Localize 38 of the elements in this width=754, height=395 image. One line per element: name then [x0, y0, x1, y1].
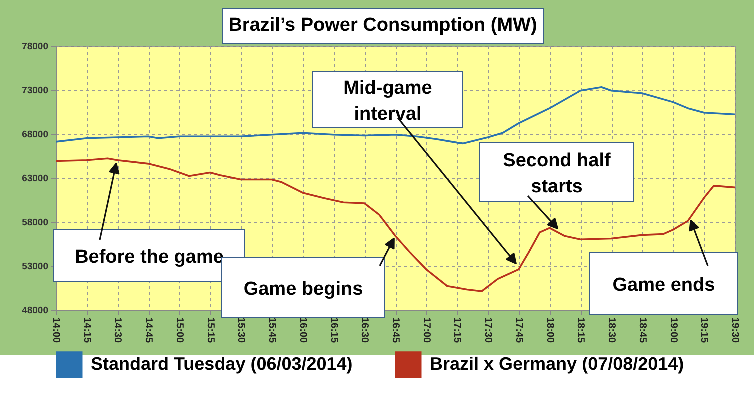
- y-tick-label: 53000: [22, 262, 48, 272]
- x-tick-label: 15:30: [236, 318, 247, 344]
- annotation: Second half starts: [503, 150, 612, 198]
- y-tick-label: 63000: [22, 174, 48, 184]
- annotation: Game begins: [244, 279, 364, 300]
- x-tick-label: 19:15: [698, 318, 710, 344]
- y-tick-label: 58000: [22, 218, 48, 228]
- x-tick-label: 15:45: [266, 318, 278, 344]
- x-tick-label: 19:30: [730, 318, 740, 344]
- y-tick-label: 68000: [22, 130, 48, 140]
- x-tick-label: 14:15: [81, 318, 92, 344]
- x-tick-label: 19:00: [668, 318, 679, 344]
- x-tick-label: 16:00: [297, 318, 308, 344]
- x-tick-label: 15:00: [174, 318, 185, 344]
- x-tick-label: 15:15: [204, 318, 216, 344]
- x-tick-label: 17:30: [482, 318, 494, 344]
- x-tick-label: 14:30: [112, 318, 124, 344]
- legend-label: Brazil x Germany (07/08/2014): [430, 354, 684, 374]
- x-tick-label: 18:15: [575, 318, 586, 344]
- annotation: Mid-game interval: [344, 78, 432, 125]
- x-tick-label: 16:45: [390, 318, 401, 344]
- y-tick-label: 78000: [22, 42, 48, 52]
- x-tick-label: 14:00: [50, 318, 62, 344]
- x-tick-label: 16:30: [359, 318, 370, 344]
- x-tick-label: 16:15: [328, 318, 340, 344]
- x-tick-label: 17:00: [420, 318, 432, 344]
- y-tick-label: 73000: [22, 86, 48, 96]
- legend-label: Standard Tuesday (06/03/2014): [91, 354, 353, 374]
- x-tick-label: 18:00: [544, 318, 556, 344]
- x-tick-label: 18:30: [606, 318, 618, 344]
- x-tick-label: 18:45: [636, 318, 648, 344]
- chart-title: Brazil’s Power Consumption (MW): [222, 8, 544, 44]
- x-tick-label: 17:15: [452, 318, 463, 344]
- x-tick-label: 14:45: [143, 318, 154, 344]
- x-tick-label: 17:45: [513, 318, 524, 344]
- annotation: Game ends: [612, 275, 716, 296]
- annotation: Before the game: [75, 247, 224, 268]
- y-tick-label: 48000: [22, 306, 48, 316]
